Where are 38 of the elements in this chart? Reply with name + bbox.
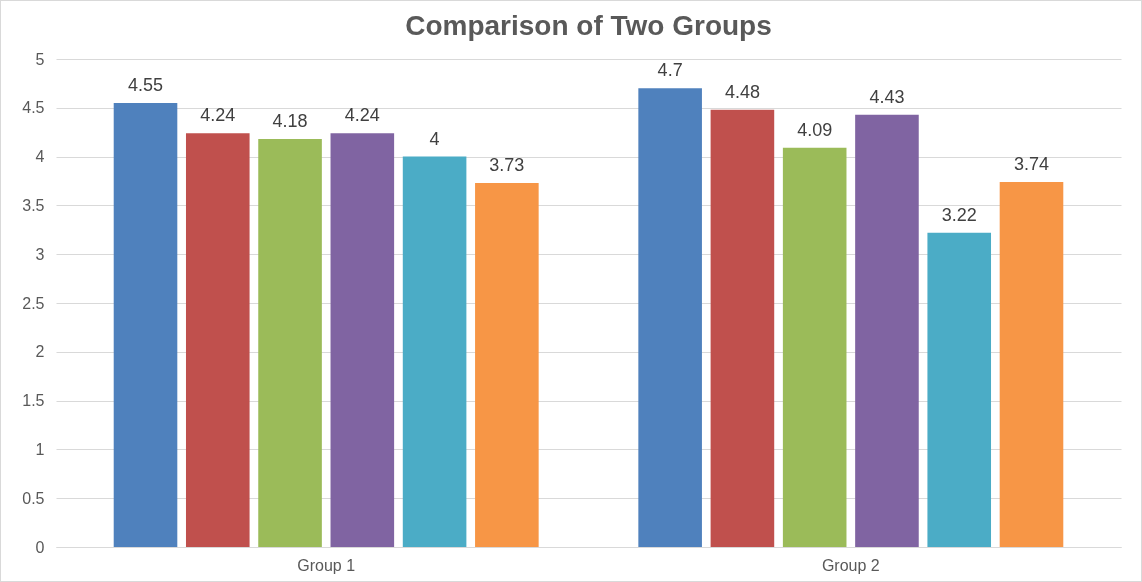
data-label: 4.43 <box>869 86 905 107</box>
data-label: 4.24 <box>200 105 236 126</box>
x-tick-label: Group 2 <box>821 556 880 574</box>
data-label: 3.74 <box>1013 153 1050 174</box>
bar <box>258 139 322 547</box>
bar <box>638 88 702 547</box>
data-label: 4.18 <box>272 111 308 132</box>
bar <box>475 182 539 547</box>
chart-title: Comparison of Two Groups <box>405 10 772 41</box>
data-label: 4.55 <box>127 74 164 95</box>
y-tick-label: 5 <box>35 50 45 68</box>
y-tick-label: 0 <box>35 538 45 556</box>
bar <box>710 109 775 547</box>
data-label: 4 <box>429 128 440 149</box>
y-tick-label: 1.5 <box>22 392 45 410</box>
data-label: 4.7 <box>657 60 683 81</box>
y-tick-label: 3.5 <box>22 196 45 214</box>
data-label: 4.09 <box>797 119 833 140</box>
y-tick-label: 3 <box>35 245 45 263</box>
bar <box>999 181 1064 547</box>
data-label: 3.22 <box>941 204 977 225</box>
data-label: 4.24 <box>344 105 380 126</box>
y-tick-label: 0.5 <box>22 489 45 507</box>
y-tick-label: 2 <box>35 343 45 361</box>
y-tick-label: 1 <box>35 440 45 458</box>
bar <box>113 102 178 547</box>
bar <box>185 133 250 547</box>
data-label: 4.48 <box>724 81 760 102</box>
bar <box>330 133 395 547</box>
data-label: 3.73 <box>489 154 525 175</box>
y-tick-label: 2.5 <box>22 294 45 312</box>
bar <box>402 156 467 547</box>
bar <box>927 232 992 547</box>
y-tick-label: 4.5 <box>22 99 45 117</box>
bar <box>855 114 919 547</box>
bar <box>782 147 847 547</box>
y-tick-label: 4 <box>35 148 45 166</box>
x-tick-label: Group 1 <box>297 556 356 574</box>
